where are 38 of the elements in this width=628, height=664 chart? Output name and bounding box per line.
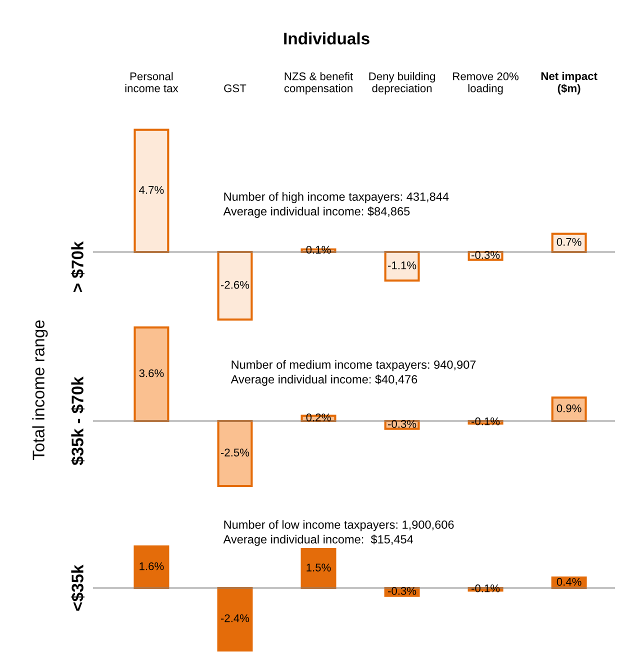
data-label: 4.7% [139, 186, 164, 194]
annotation: Number of medium income taxpayers: 940,907 Average individual income: $40,476 [230, 360, 476, 386]
data-label: 0.9% [556, 404, 582, 412]
bar [217, 586, 253, 652]
data-label: 1.5% [306, 564, 331, 572]
bar [134, 545, 170, 590]
data-label: 0.7% [556, 238, 582, 246]
text: Number of low income taxpayers: 1,900,606 Average individual income: $15,454 [223, 520, 454, 546]
bar [134, 326, 170, 422]
bar [300, 548, 336, 590]
x-tick-label: Personal income tax [125, 72, 178, 92]
data-label: -2.6% [220, 280, 250, 289]
bar [384, 250, 420, 282]
bar [551, 396, 587, 422]
x-tick-label: NZS & benefit compensation [284, 72, 354, 94]
text: Total income range [32, 320, 48, 460]
x-tick-label: Remove 20% loading [453, 72, 518, 94]
y-axis-title: <$35k [70, 564, 85, 611]
data-label: 0.2% [306, 414, 331, 422]
data-label: -0.3% [388, 587, 416, 595]
data-label: -1.1% [388, 261, 416, 270]
data-label: 0.4% [556, 578, 582, 586]
data-label: -2.4% [220, 614, 250, 622]
bar [217, 250, 253, 321]
data-label: 1.6% [140, 562, 164, 570]
y-axis-title: $35k - $70k [70, 376, 85, 466]
bar [217, 420, 253, 488]
chart-title: Individuals [284, 32, 370, 44]
data-label: -0.3% [388, 420, 416, 428]
data-label: 3.6% [139, 369, 164, 378]
data-label: -0.3% [472, 251, 500, 259]
data-label: -2.5% [220, 448, 250, 456]
annotation: Number of high income taxpayers: 431,844 Average individual income: $84,865 [223, 192, 449, 218]
x-tick-label: Deny building depreciation [369, 72, 435, 94]
x-tick-label: Net impact ($m) [541, 72, 598, 94]
bar [134, 128, 170, 254]
x-tick-label: GST [224, 84, 246, 92]
y-axis-title: > $70k [70, 241, 85, 292]
